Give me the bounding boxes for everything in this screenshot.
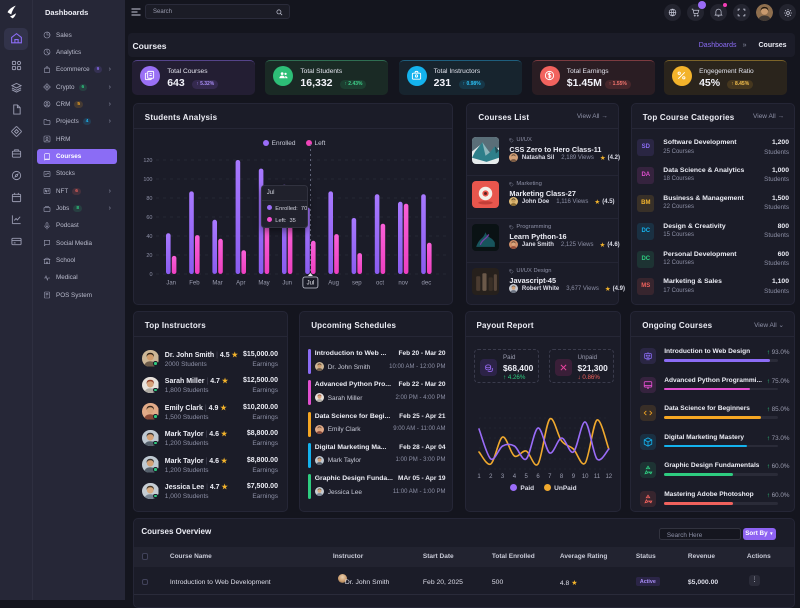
svg-text:11: 11 xyxy=(593,474,600,480)
svg-text:9: 9 xyxy=(571,474,575,480)
svg-text:Jun: Jun xyxy=(282,281,292,287)
svg-text:8: 8 xyxy=(559,474,563,480)
svg-text:5: 5 xyxy=(524,474,528,480)
svg-text:12: 12 xyxy=(605,474,612,480)
svg-text:Jul: Jul xyxy=(306,281,314,287)
svg-text:May: May xyxy=(258,281,269,287)
svg-text:dec: dec xyxy=(421,281,431,287)
svg-text:100: 100 xyxy=(143,177,152,183)
svg-text:1: 1 xyxy=(477,474,481,480)
svg-text:sep: sep xyxy=(352,281,362,287)
svg-text:60: 60 xyxy=(146,215,152,221)
svg-text:Mar: Mar xyxy=(212,281,222,287)
svg-text:3: 3 xyxy=(500,474,504,480)
svg-text:Apr: Apr xyxy=(236,281,245,287)
svg-text:Aug: Aug xyxy=(328,281,339,287)
svg-text:40: 40 xyxy=(146,234,152,240)
svg-text:Feb: Feb xyxy=(189,281,200,287)
svg-text:120: 120 xyxy=(143,158,152,164)
svg-text:6: 6 xyxy=(536,474,540,480)
svg-text:0: 0 xyxy=(149,272,152,278)
svg-text:oct: oct xyxy=(376,281,384,287)
svg-text:nov: nov xyxy=(398,281,408,287)
svg-text:2: 2 xyxy=(489,474,493,480)
svg-text:4: 4 xyxy=(512,474,516,480)
svg-text:Jan: Jan xyxy=(166,281,176,287)
svg-text:7: 7 xyxy=(548,474,552,480)
svg-text:20: 20 xyxy=(146,253,152,259)
svg-text:10: 10 xyxy=(581,474,588,480)
svg-text:80: 80 xyxy=(146,196,152,202)
